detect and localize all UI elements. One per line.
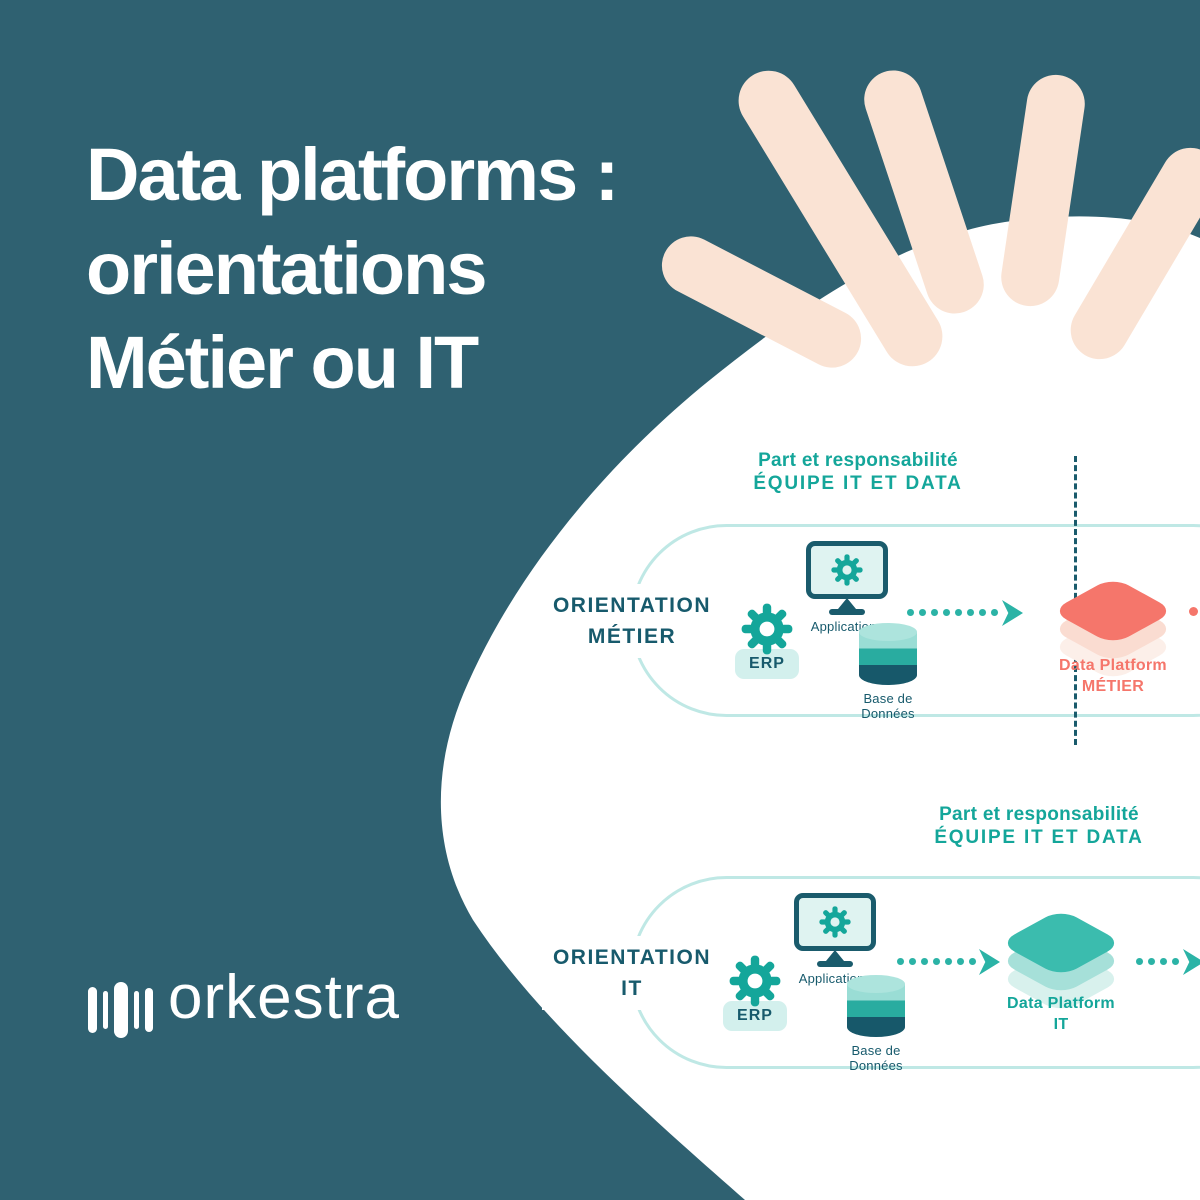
responsibility-line1: Part et responsabilité (758, 450, 958, 471)
page-title-line2: orientations (86, 227, 487, 310)
finger-icon (661, 236, 862, 368)
monitor-base (829, 609, 865, 615)
responsibility-line2: ÉQUIPE IT ET DATA (753, 473, 963, 494)
database-label: Base de Données (861, 691, 915, 721)
database-icon-metier: Base de Données (838, 623, 938, 721)
gear-icon (729, 955, 781, 1007)
page-title-line1: Data platforms : (86, 133, 619, 216)
erp-icon-metier: ERP (733, 603, 801, 679)
responsibility-line1: Part et responsabilité (939, 804, 1139, 825)
dotted-arrow-continuation-metier (1189, 607, 1198, 616)
dotted-arrow-it-out (1136, 958, 1182, 965)
orkestra-logo-text: orkestra (168, 963, 400, 1032)
finger-icon (1001, 74, 1085, 307)
applications-icon-metier: Applications (799, 541, 895, 634)
orientation-metier-line1: ORIENTATION (552, 594, 712, 617)
finger-icon (1070, 147, 1200, 360)
dotted-arrow-metier (907, 609, 999, 616)
monitor-stand (826, 950, 844, 961)
page-title-line3: Métier ou IT (86, 321, 479, 404)
gear-icon (819, 906, 851, 938)
applications-icon-it: Applications (787, 893, 883, 986)
responsibility-label-it: Part et responsabilité ÉQUIPE IT ET DATA (919, 803, 1159, 849)
erp-label: ERP (735, 649, 799, 679)
responsibility-label-metier: Part et responsabilité ÉQUIPE IT ET DATA (738, 449, 978, 495)
database-icon-it: Base de Données (826, 975, 926, 1073)
data-platform-metier-label: Data Platform MÉTIER (1059, 657, 1167, 695)
gear-icon (831, 554, 863, 586)
gear-icon (741, 603, 793, 655)
orientation-metier-label: ORIENTATION MÉTIER (542, 584, 722, 658)
database-cylinder-icon (847, 975, 905, 1039)
finger-icon (864, 70, 984, 314)
monitor-stand (838, 598, 856, 609)
data-platform-it-label: Data Platform IT (1007, 995, 1115, 1033)
orientation-it-line2: IT (621, 977, 643, 1000)
monitor-icon (794, 893, 876, 951)
erp-icon-it: ERP (721, 955, 789, 1031)
finger-icon (738, 70, 943, 367)
orientation-it-label: ORIENTATION IT (542, 936, 722, 1010)
orientation-it-line1: ORIENTATION (552, 946, 712, 969)
page-title: Data platforms : orientations Métier ou … (86, 128, 746, 410)
database-cylinder-icon (859, 623, 917, 687)
responsibility-line2: ÉQUIPE IT ET DATA (934, 827, 1144, 848)
monitor-base (817, 961, 853, 967)
orkestra-logo-bars-icon (88, 982, 153, 1038)
erp-label: ERP (723, 1001, 787, 1031)
orientation-metier-line2: MÉTIER (587, 625, 677, 648)
database-label: Base de Données (849, 1043, 903, 1073)
monitor-icon (806, 541, 888, 599)
dotted-arrow-it (897, 958, 977, 965)
